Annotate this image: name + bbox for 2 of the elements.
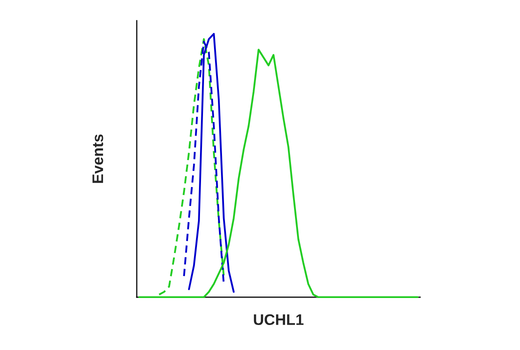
x-axis-title: UCHL1 [254,314,304,326]
y-axis-title: Events [92,134,104,183]
